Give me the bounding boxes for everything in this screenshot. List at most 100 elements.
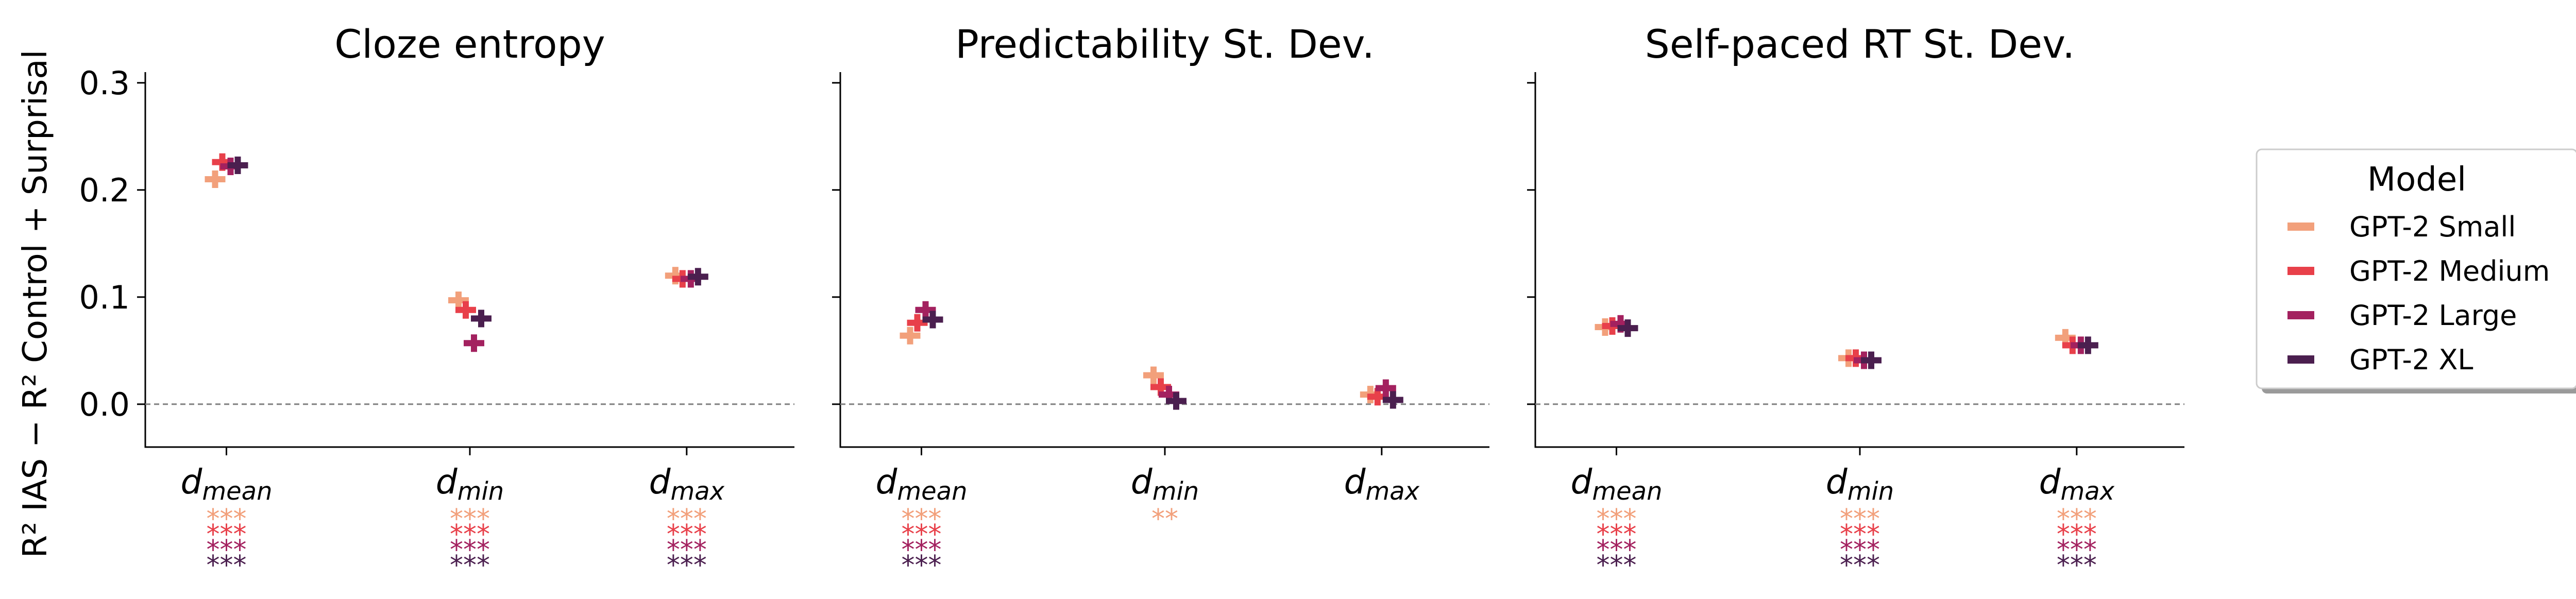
data-point-v (471, 334, 477, 352)
significance-label: *** (902, 535, 942, 566)
legend-label: GPT-2 XL (2349, 344, 2473, 376)
legend-label: GPT-2 Large (2349, 299, 2517, 332)
data-point-v (694, 268, 701, 286)
panel-2: Predictability St. Dev.dmean************… (832, 21, 1489, 581)
legend-entry: GPT-2 Small (2287, 211, 2516, 243)
data-point-v (2062, 329, 2069, 347)
x-category-base: d (1344, 462, 1366, 502)
x-category-subscript: max (1366, 477, 1420, 506)
significance-label: *** (1597, 504, 1637, 535)
y-tick-label: 0.0 (79, 386, 130, 423)
data-point-v (463, 301, 469, 319)
data-point (1382, 391, 1403, 409)
data-point (1375, 379, 1396, 397)
x-category-label: dmax (1344, 462, 1420, 506)
data-point-v (478, 310, 484, 328)
x-category-label: dmean (875, 462, 967, 506)
x-category-label: dmean (180, 462, 272, 506)
data-point-v (907, 327, 913, 345)
significance-label: *** (2057, 535, 2097, 566)
significance-label: *** (902, 504, 942, 535)
x-category-base: d (1570, 462, 1592, 502)
panels: Cloze entropy0.00.10.20.3dmean**********… (79, 21, 2184, 581)
significance-label: *** (667, 519, 707, 550)
significance-label: *** (207, 550, 247, 581)
x-category-subscript: min (457, 477, 504, 506)
significance-label: *** (667, 535, 707, 566)
y-tick-label: 0.1 (79, 279, 130, 316)
data-point-v (1868, 351, 1874, 369)
x-category-base: d (875, 462, 897, 502)
panel-title: Predictability St. Dev. (955, 21, 1375, 67)
data-point-v (929, 311, 936, 329)
x-category-base: d (649, 462, 671, 502)
x-category-subscript: mean (897, 477, 967, 506)
data-point-v (914, 314, 921, 332)
panel-3: Self-paced RT St. Dev.dmean************d… (1527, 21, 2184, 581)
data-point-v (1173, 392, 1179, 410)
x-category-base: d (436, 462, 458, 502)
y-tick-label: 0.2 (79, 172, 130, 209)
legend-box (2256, 148, 2576, 389)
legend-swatch (2287, 267, 2314, 275)
panel-title: Cloze entropy (334, 21, 605, 67)
data-point (1861, 351, 1882, 369)
legend-entry: GPT-2 Large (2287, 299, 2517, 332)
data-point (687, 268, 708, 286)
significance-label: *** (450, 535, 490, 566)
x-category-subscript: min (1153, 477, 1199, 506)
legend-entries: GPT-2 Small GPT-2 Medium GPT-2 Large GPT-2 … (2287, 211, 2550, 376)
legend-title: Model (2367, 161, 2466, 199)
significance-label: *** (2057, 519, 2097, 550)
x-category-label: dmax (2039, 462, 2115, 506)
significance-label: *** (450, 504, 490, 535)
data-point-v (234, 156, 241, 174)
panel-title: Self-paced RT St. Dev. (1645, 21, 2075, 67)
significance-label: *** (207, 519, 247, 550)
panel-1: Cloze entropy0.00.10.20.3dmean**********… (79, 21, 794, 581)
x-category-label: dmin (1826, 462, 1894, 506)
x-category-label: dmin (436, 462, 504, 506)
significance-label: *** (1840, 535, 1880, 566)
data-point (900, 327, 921, 345)
x-category-subscript: mean (1592, 477, 1662, 506)
legend-entry: GPT-2 Medium (2287, 255, 2550, 287)
significance-label: *** (1840, 519, 1880, 550)
data-point-v (212, 170, 218, 188)
x-category-subscript: max (2061, 477, 2115, 506)
data-point-v (1382, 379, 1389, 397)
legend-swatch (2287, 223, 2314, 231)
data-point (1143, 366, 1164, 384)
legend-entry: GPT-2 XL (2287, 344, 2473, 376)
significance-label: *** (667, 504, 707, 535)
legend-label: GPT-2 Medium (2349, 255, 2550, 287)
data-point-v (922, 301, 929, 319)
significance-label: *** (1597, 550, 1637, 581)
data-point (455, 301, 476, 319)
significance-label: *** (902, 519, 942, 550)
significance-label: *** (2057, 550, 2097, 581)
significance-label: *** (667, 550, 707, 581)
data-point (464, 334, 484, 352)
x-category-subscript: max (671, 477, 725, 506)
significance-label: *** (207, 504, 247, 535)
x-category-subscript: mean (202, 477, 272, 506)
data-point-v (1374, 388, 1381, 406)
data-point (205, 170, 226, 188)
significance-label: ** (1151, 504, 1178, 535)
x-category-base: d (1131, 462, 1153, 502)
data-point-v (1158, 378, 1164, 396)
legend-swatch (2287, 355, 2314, 364)
significance-label: *** (450, 550, 490, 581)
data-point-v (2084, 336, 2091, 354)
y-axis-label: R² IAS − R² Control + Surprisal (16, 50, 55, 558)
x-category-base: d (2039, 462, 2061, 502)
legend-label: GPT-2 Small (2349, 211, 2516, 243)
data-point (2077, 336, 2098, 354)
x-category-base: d (1826, 462, 1848, 502)
data-point-v (1624, 319, 1631, 337)
data-point-v (455, 292, 462, 310)
significance-label: *** (450, 519, 490, 550)
data-point (1166, 392, 1187, 410)
